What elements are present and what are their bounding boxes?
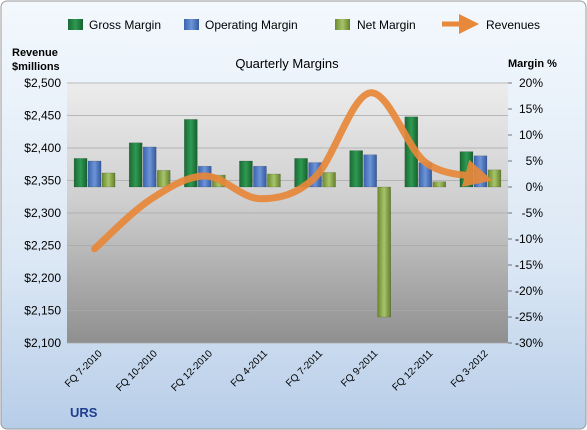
bar-operating-margin: [142, 146, 157, 188]
bar-operating-margin: [253, 165, 267, 188]
left-tick-label: $2,250: [24, 239, 61, 253]
left-tick-label: $2,300: [24, 206, 61, 220]
revenue-line: [91, 89, 493, 253]
right-axis-label: Margin %: [508, 58, 557, 70]
bar-net-margin: [267, 173, 281, 188]
legend-label-revenues: Revenues: [486, 18, 540, 32]
right-tick-label: 10%: [519, 128, 543, 142]
right-tick-label: 20%: [519, 76, 543, 90]
left-tick-label: $2,200: [24, 271, 61, 285]
bar-gross-margin: [184, 119, 198, 188]
legend: Gross Margin Operating Margin Net Margin…: [68, 14, 540, 34]
bar-gross-margin: [349, 150, 363, 188]
legend-label-gross-margin: Gross Margin: [89, 18, 161, 32]
left-tick-label: $2,100: [24, 336, 61, 350]
revenue-line-layer: [91, 89, 493, 253]
legend-swatch-operating-margin: [184, 19, 199, 30]
right-tick-label: -20%: [515, 284, 543, 298]
left-tick-label: $2,500: [24, 76, 61, 90]
bar-net-margin: [156, 170, 171, 188]
bar-net-margin: [322, 172, 336, 188]
bar-net-margin: [377, 186, 391, 318]
left-axis-label-line1: Revenue: [12, 47, 58, 59]
chart-title: Quarterly Margins: [235, 56, 339, 71]
right-tick-label: 5%: [526, 154, 544, 168]
legend-label-operating-margin: Operating Margin: [205, 18, 298, 32]
bar-gross-margin: [73, 158, 88, 188]
legend-label-net-margin: Net Margin: [357, 18, 416, 32]
bar-net-margin: [487, 169, 502, 188]
left-axis-label-line2: $millions: [12, 61, 60, 73]
right-tick-label: -25%: [515, 310, 543, 324]
right-tick-label: 0%: [526, 180, 544, 194]
bar-operating-margin: [363, 154, 377, 188]
left-tick-label: $2,400: [24, 141, 61, 155]
left-tick-label: $2,350: [24, 174, 61, 188]
left-axis-ticks: $2,100 $2,150 $2,200 $2,250 $2,300 $2,350 $2,4…: [24, 76, 61, 350]
right-tick-label: -30%: [515, 336, 543, 350]
right-tick-label: -10%: [515, 232, 543, 246]
company-label: URS: [70, 405, 98, 420]
bar-gross-margin: [459, 151, 474, 188]
left-tick-label: $2,450: [24, 109, 61, 123]
bar-operating-margin: [473, 155, 488, 188]
left-tick-label: $2,150: [24, 304, 61, 318]
bar-operating-margin: [87, 160, 102, 188]
bar-gross-margin: [128, 142, 143, 188]
legend-swatch-gross-margin: [68, 19, 83, 30]
bar-net-margin: [101, 172, 116, 188]
right-tick-label: -5%: [522, 206, 544, 220]
right-tick-label: 15%: [519, 102, 543, 116]
bar-net-margin: [432, 181, 447, 188]
bar-gross-margin: [239, 160, 253, 188]
right-axis-ticks: -30% -25% -20% -15% -10% -5% 0% 5% 10% 15% 20%: [508, 76, 543, 350]
right-tick-label: -15%: [515, 258, 543, 272]
legend-swatch-net-margin: [335, 19, 350, 30]
